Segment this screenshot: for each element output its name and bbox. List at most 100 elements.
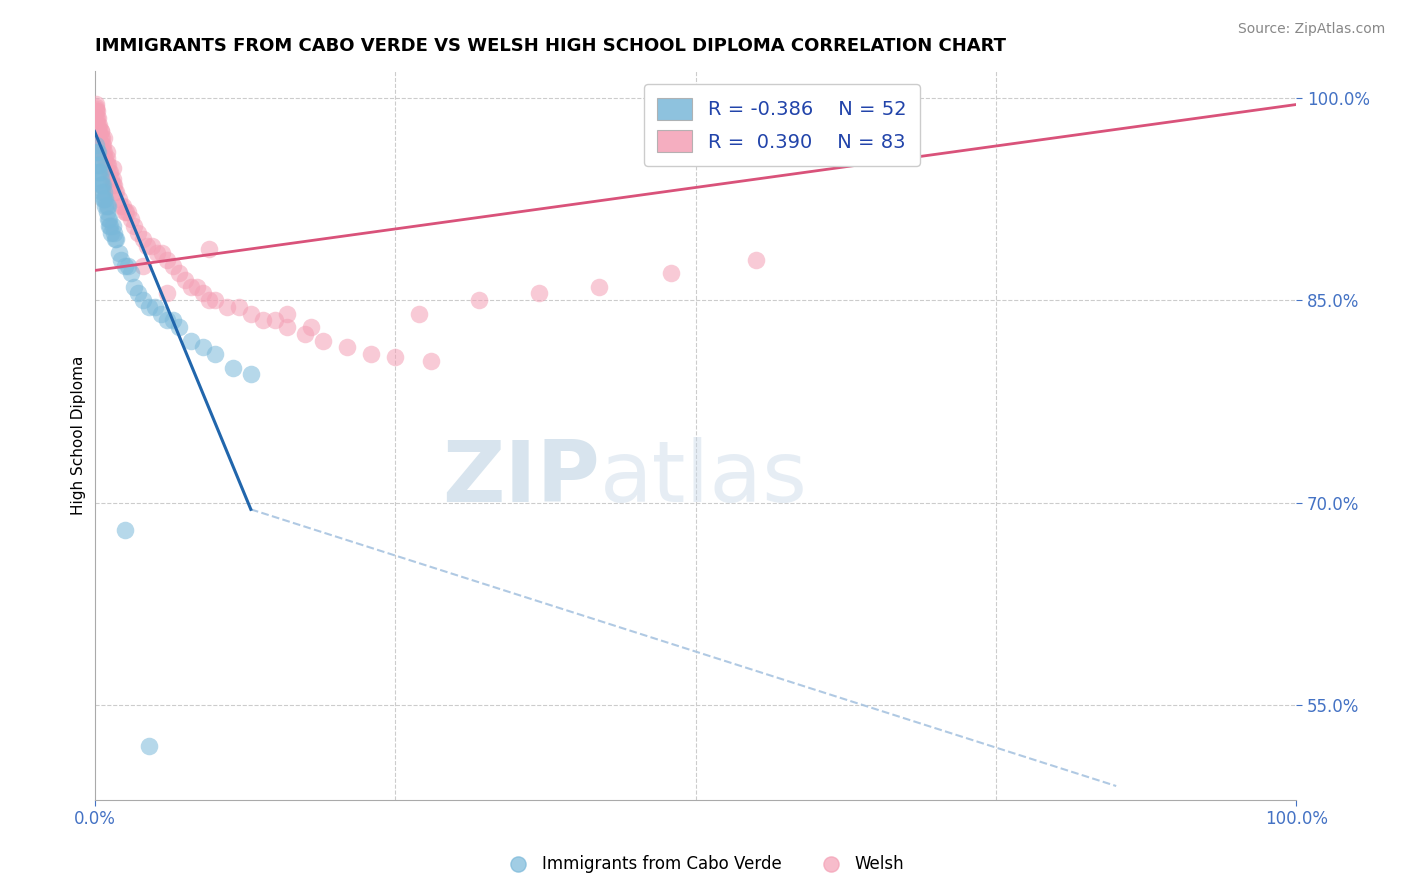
- Point: [84, 102, 107, 116]
- Point: [150, 246, 173, 260]
- Point: [90, 178, 112, 193]
- Point: [117, 205, 139, 219]
- Point: [173, 273, 195, 287]
- Point: [138, 739, 160, 753]
- Point: [294, 326, 316, 341]
- Point: [89, 165, 111, 179]
- Point: [94, 152, 117, 166]
- Point: [86, 152, 108, 166]
- Point: [101, 219, 124, 233]
- Point: [84, 104, 107, 119]
- Point: [94, 192, 117, 206]
- Point: [100, 226, 122, 240]
- Point: [420, 354, 443, 368]
- Point: [122, 219, 145, 233]
- Point: [94, 199, 117, 213]
- Point: [105, 185, 128, 199]
- Point: [162, 260, 184, 274]
- Point: [167, 320, 190, 334]
- Point: [120, 212, 142, 227]
- Point: [167, 266, 190, 280]
- Point: [156, 252, 179, 267]
- Point: [84, 97, 107, 112]
- Point: [96, 145, 118, 159]
- Point: [588, 279, 610, 293]
- Point: [149, 307, 172, 321]
- Point: [138, 300, 160, 314]
- Point: [180, 334, 202, 348]
- Point: [191, 340, 214, 354]
- Point: [97, 158, 120, 172]
- Point: [93, 145, 115, 159]
- Point: [107, 192, 129, 206]
- Y-axis label: High School Diploma: High School Diploma: [72, 355, 86, 515]
- Point: [93, 152, 115, 166]
- Point: [360, 347, 382, 361]
- Point: [104, 185, 127, 199]
- Point: [90, 124, 112, 138]
- Point: [90, 165, 112, 179]
- Point: [87, 145, 110, 159]
- Point: [114, 205, 136, 219]
- Point: [204, 347, 226, 361]
- Point: [336, 340, 359, 354]
- Text: atlas: atlas: [599, 437, 807, 520]
- Point: [98, 212, 121, 227]
- Point: [276, 307, 298, 321]
- Point: [91, 178, 114, 193]
- Point: [162, 313, 184, 327]
- Point: [84, 138, 107, 153]
- Point: [101, 171, 124, 186]
- Point: [96, 205, 118, 219]
- Point: [312, 334, 335, 348]
- Point: [112, 199, 135, 213]
- Point: [180, 279, 202, 293]
- Point: [143, 300, 166, 314]
- Point: [89, 124, 111, 138]
- Point: [384, 350, 406, 364]
- Point: [222, 360, 245, 375]
- Point: [136, 239, 159, 253]
- Point: [90, 131, 112, 145]
- Point: [86, 145, 108, 159]
- Point: [141, 239, 163, 253]
- Point: [114, 260, 136, 274]
- Point: [98, 219, 121, 233]
- Point: [263, 313, 285, 327]
- Point: [114, 205, 136, 219]
- Point: [90, 185, 112, 199]
- Point: [93, 131, 115, 145]
- Point: [122, 279, 145, 293]
- Point: [299, 320, 322, 334]
- Point: [101, 161, 124, 175]
- Point: [89, 118, 111, 132]
- Legend: R = -0.386    N = 52, R =  0.390    N = 83: R = -0.386 N = 52, R = 0.390 N = 83: [644, 84, 920, 166]
- Point: [110, 252, 132, 267]
- Point: [97, 212, 120, 227]
- Point: [156, 286, 179, 301]
- Point: [120, 266, 142, 280]
- Point: [186, 279, 208, 293]
- Point: [127, 286, 149, 301]
- Point: [89, 158, 111, 172]
- Point: [87, 111, 110, 125]
- Legend: Immigrants from Cabo Verde, Welsh: Immigrants from Cabo Verde, Welsh: [495, 848, 911, 880]
- Text: IMMIGRANTS FROM CABO VERDE VS WELSH HIGH SCHOOL DIPLOMA CORRELATION CHART: IMMIGRANTS FROM CABO VERDE VS WELSH HIGH…: [94, 37, 1005, 55]
- Point: [91, 138, 114, 153]
- Point: [104, 232, 127, 246]
- Point: [105, 232, 128, 246]
- Point: [86, 111, 108, 125]
- Point: [239, 368, 262, 382]
- Point: [276, 320, 298, 334]
- Point: [131, 260, 153, 274]
- Point: [529, 286, 551, 301]
- Point: [131, 232, 153, 246]
- Text: Source: ZipAtlas.com: Source: ZipAtlas.com: [1237, 22, 1385, 37]
- Point: [100, 171, 122, 186]
- Point: [93, 185, 115, 199]
- Point: [96, 158, 118, 172]
- Text: ZIP: ZIP: [441, 437, 599, 520]
- Point: [90, 178, 112, 193]
- Point: [156, 313, 179, 327]
- Point: [197, 293, 219, 308]
